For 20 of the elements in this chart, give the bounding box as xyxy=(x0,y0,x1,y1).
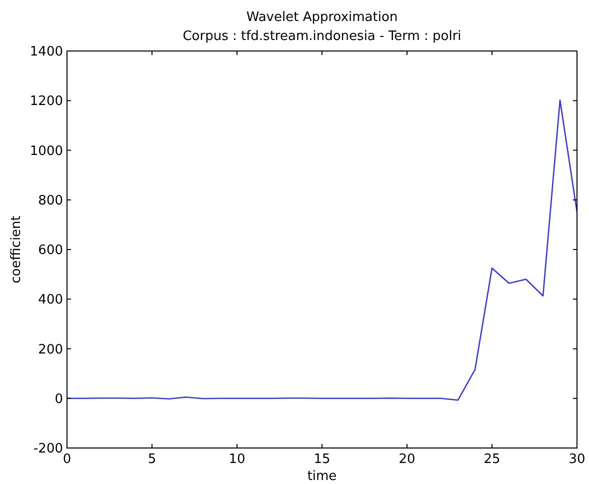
x-tick-label: 20 xyxy=(398,452,416,467)
y-tick-label: 600 xyxy=(38,243,63,258)
x-tick-label: 5 xyxy=(148,452,156,467)
y-tick-label: 0 xyxy=(54,392,63,407)
y-tick-label: 800 xyxy=(38,193,63,208)
x-tick-label: 10 xyxy=(228,452,246,467)
line-series xyxy=(67,99,577,401)
chart-subtitle: Corpus : tfd.stream.indonesia - Term : polri xyxy=(182,29,462,44)
y-axis-title: coefficient xyxy=(9,216,24,284)
chart-title: Wavelet Approximation xyxy=(246,10,398,25)
x-tick-label: 30 xyxy=(568,452,586,467)
y-tick-label: -200 xyxy=(33,442,63,456)
y-tick-label: 1000 xyxy=(30,144,63,159)
y-tick-label: 1400 xyxy=(30,44,63,60)
x-tick-label: 15 xyxy=(314,452,330,467)
y-tick-label: 400 xyxy=(38,292,63,308)
y-tick-label: 200 xyxy=(38,342,63,358)
x-tick-label: 25 xyxy=(484,452,500,467)
x-axis-title: time xyxy=(307,469,337,484)
y-tick-label: 1200 xyxy=(30,94,63,110)
